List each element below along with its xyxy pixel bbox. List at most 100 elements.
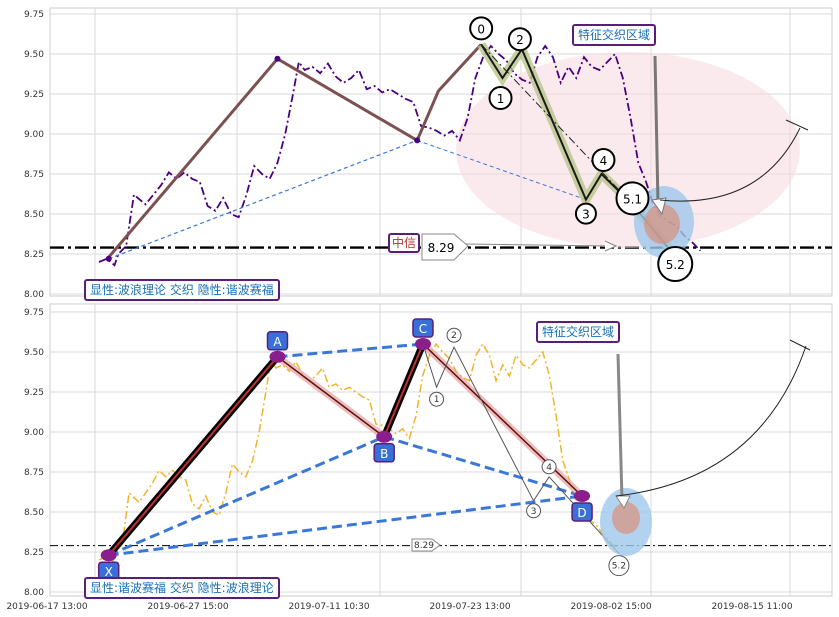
callout-arrow-head — [615, 495, 631, 509]
harmonic-point-label: A — [273, 335, 282, 349]
y-tick-label: 9.25 — [24, 388, 44, 398]
y-tick-label: 8.50 — [24, 508, 44, 518]
harmonic-dashed-line — [383, 435, 583, 498]
y-tick-label: 9.75 — [24, 308, 44, 318]
harmonic-dashed-line — [108, 435, 385, 557]
price-series — [98, 342, 617, 565]
wave-point-marker — [608, 555, 630, 577]
wave-point-marker — [488, 86, 513, 110]
callout-arrow-head — [651, 197, 667, 216]
harmonic-leg-core — [107, 356, 279, 556]
wave-point-marker — [541, 459, 557, 475]
x-tick-label: 2019-08-15 11:00 — [711, 602, 792, 612]
y-tick-label: 9.00 — [24, 428, 44, 438]
harmonic-leg — [422, 343, 583, 497]
wave-point-marker — [574, 202, 597, 225]
y-tick-label: 9.50 — [24, 348, 44, 358]
x-axis: 2019-06-17 13:00 2019-06-27 15:00 2019-07-… — [6, 602, 792, 612]
harmonic-point-marker — [376, 430, 393, 443]
harmonic-leg-core — [383, 343, 424, 438]
wave-point-marker — [657, 246, 694, 282]
y-tick-label: 8.00 — [24, 588, 44, 598]
target-value-label: 8.29 — [414, 541, 434, 551]
projection-arc — [615, 345, 807, 497]
harmonic-point-box — [266, 331, 289, 351]
harmonic-point-label: D — [577, 506, 586, 520]
bottom-pattern-footer: 显性:谐波赛福 交织 隐性:波浪理论 — [84, 577, 280, 599]
harmonic-point-marker — [574, 490, 591, 502]
pivot-marker — [414, 137, 421, 144]
top-chart-panel: 9.75 9.50 9.25 9.00 8.75 8.50 8.25 8.00 8.29 0 1 2 3… — [24, 7, 833, 300]
callout-arrow — [616, 353, 624, 501]
bottom-zone-label: 特征交织区域 — [536, 321, 621, 343]
plot-area — [49, 303, 833, 597]
wave-point-label: 3 — [582, 208, 590, 222]
wave-point-label: 4 — [546, 463, 552, 473]
y-tick-label: 9.00 — [24, 130, 44, 140]
y-tick-label: 9.75 — [24, 10, 44, 20]
price-series — [98, 44, 702, 267]
y-tick-label: 8.75 — [24, 468, 44, 478]
harmonic-point-box — [571, 502, 593, 522]
target-value-box — [411, 538, 441, 552]
support-trend-line — [416, 139, 587, 201]
pivot-marker — [274, 55, 281, 62]
x-tick-label: 2019-06-17 13:00 — [6, 602, 87, 612]
harmonic-dashed-line — [108, 494, 583, 557]
harmonic-point-marker — [414, 338, 431, 350]
wave-overlay-line — [422, 343, 620, 554]
wave-point-label: 2 — [451, 331, 457, 341]
x-tick-label: 2019-06-27 15:00 — [147, 602, 228, 612]
target-value-label: 8.29 — [428, 241, 455, 255]
wave-point-label: 4 — [600, 154, 608, 168]
y-tick-label: 8.25 — [24, 250, 44, 260]
wave-point-marker — [469, 16, 494, 41]
wave-point-marker — [526, 503, 542, 519]
projection-tick — [789, 339, 811, 351]
harmonic-point-label: X — [105, 565, 113, 579]
wave-point-marker — [615, 181, 650, 216]
x-tick-label: 2019-08-02 15:00 — [570, 602, 651, 612]
wave-point-label: 2 — [516, 33, 524, 47]
support-trend-line — [108, 139, 418, 260]
wave-point-marker — [429, 391, 445, 407]
harmonic-point-box — [373, 443, 395, 463]
wave-point-label: 1 — [497, 92, 505, 106]
interweave-zone — [456, 52, 800, 248]
wave-point-label: 1 — [434, 395, 440, 405]
callout-arrow — [653, 55, 660, 205]
target-core — [612, 502, 640, 534]
y-tick-label: 8.25 — [24, 548, 44, 558]
wave-point-marker — [446, 327, 462, 343]
target-arrow-head — [604, 240, 618, 252]
wave-channel — [480, 44, 633, 205]
target-arrow — [465, 243, 613, 247]
y-tick-label: 8.75 — [24, 170, 44, 180]
middle-label: 中信 — [388, 233, 421, 253]
bottom-chart-panel: 9.75 9.50 9.25 9.00 8.75 8.50 8.25 8.00 8.29 X A B C… — [24, 303, 833, 598]
x-tick-label: 2019-07-23 13:00 — [429, 602, 510, 612]
x-tick-label: 2019-07-11 10:30 — [288, 602, 369, 612]
y-tick-label: 9.25 — [24, 90, 44, 100]
projection-tick — [785, 119, 809, 131]
projection-arc — [659, 127, 801, 202]
target-value-box — [421, 233, 469, 261]
harmonic-point-marker — [269, 350, 286, 363]
target-core — [644, 204, 680, 244]
harmonic-point-label: B — [380, 447, 388, 461]
y-tick-label: 9.50 — [24, 50, 44, 60]
wave-point-label: 5.2 — [612, 562, 626, 572]
top-zone-label: 特征交织区域 — [572, 24, 657, 46]
wave-point-label: 0 — [477, 22, 485, 36]
harmonic-point-label: C — [419, 322, 427, 336]
y-tick-label: 8.50 — [24, 210, 44, 220]
wave-point-marker — [591, 148, 616, 172]
harmonic-leg — [277, 356, 385, 438]
wave-point-label: 5.1 — [623, 192, 642, 206]
wave-point-label: 3 — [531, 507, 537, 517]
harmonic-dashed-line — [277, 342, 424, 359]
wave-point-label: 5.2 — [666, 258, 685, 272]
harmonic-point-marker — [100, 549, 117, 562]
y-tick-label: 8.00 — [24, 290, 44, 300]
